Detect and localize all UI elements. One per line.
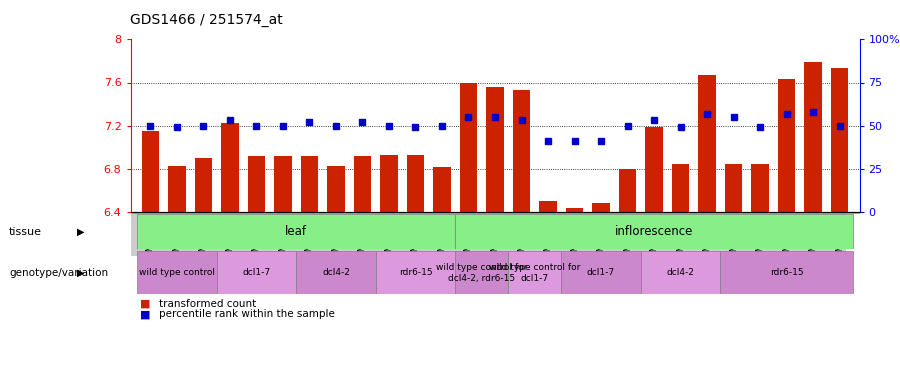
Text: dcl1-7: dcl1-7 [242,268,271,278]
Text: genotype/variation: genotype/variation [9,268,108,278]
Text: GSM65941: GSM65941 [623,214,632,263]
Text: transformed count: transformed count [159,299,256,309]
Text: GSM65932: GSM65932 [703,214,712,263]
Bar [592,203,609,212]
Text: GSM65929: GSM65929 [464,214,473,263]
Bar [752,165,769,212]
Bar [831,69,848,212]
Text: wild type control for
dcl1-7: wild type control for dcl1-7 [489,263,580,282]
Bar [194,158,212,212]
Text: GSM65918: GSM65918 [173,214,182,263]
Text: GSM65919: GSM65919 [199,214,208,263]
Text: ▶: ▶ [76,226,84,237]
Bar [434,166,451,212]
Bar [455,214,853,249]
Bar [137,251,217,294]
Bar [375,251,455,294]
Text: leaf: leaf [285,225,307,238]
Bar [328,165,345,212]
Text: GSM65917: GSM65917 [146,214,155,263]
Text: GSM65925: GSM65925 [437,214,446,263]
Bar [720,251,853,294]
Bar [566,208,583,212]
Bar [725,165,742,212]
Text: GSM65940: GSM65940 [597,214,606,263]
Bar [301,156,318,212]
Text: GSM65936: GSM65936 [808,214,817,263]
Bar [641,251,720,294]
Text: GSM65930: GSM65930 [491,214,500,263]
Text: GSM65923: GSM65923 [384,214,393,263]
Text: wild type control: wild type control [139,268,215,278]
Text: GSM65927: GSM65927 [252,214,261,263]
Bar [698,75,716,212]
Text: dcl4-2: dcl4-2 [667,268,695,278]
Bar [455,251,508,294]
Text: percentile rank within the sample: percentile rank within the sample [159,309,335,319]
Text: dcl1-7: dcl1-7 [587,268,615,278]
Bar [296,251,375,294]
Text: ■: ■ [140,309,150,319]
Bar [562,251,641,294]
Text: ▶: ▶ [76,268,84,278]
Text: GSM65933: GSM65933 [729,214,738,263]
Bar [354,156,371,212]
Bar [508,251,562,294]
Text: GSM65942: GSM65942 [650,214,659,263]
Bar [619,169,636,212]
Text: dcl4-2: dcl4-2 [322,268,350,278]
Bar [645,127,662,212]
Text: GSM65920: GSM65920 [305,214,314,263]
Bar [486,87,504,212]
Text: GDS1466 / 251574_at: GDS1466 / 251574_at [130,13,284,27]
Text: tissue: tissue [9,226,42,237]
Bar [778,79,796,212]
Bar [460,82,477,212]
Bar [137,214,455,249]
Text: rdr6-15: rdr6-15 [399,268,432,278]
Text: GSM65926: GSM65926 [225,214,234,263]
Text: inflorescence: inflorescence [615,225,693,238]
Text: GSM65928: GSM65928 [278,214,287,263]
Text: GSM65931: GSM65931 [517,214,526,263]
Text: GSM65921: GSM65921 [331,214,340,263]
Text: GSM65935: GSM65935 [782,214,791,263]
Text: GSM65938: GSM65938 [544,214,553,263]
Bar [539,201,556,212]
Text: ■: ■ [140,299,150,309]
Bar [513,90,530,212]
Bar [248,156,265,212]
Bar [221,123,239,212]
Bar [381,155,398,212]
Bar [142,131,159,212]
Text: GSM65937: GSM65937 [835,214,844,263]
Bar [217,251,296,294]
Bar [168,165,185,212]
Bar [805,62,822,212]
Text: rdr6-15: rdr6-15 [770,268,804,278]
Text: GSM65939: GSM65939 [570,214,579,263]
Bar [407,155,424,212]
Text: GSM65922: GSM65922 [358,214,367,263]
Text: GSM65943: GSM65943 [676,214,685,263]
Bar [274,156,292,212]
Text: wild type control for
dcl4-2, rdr6-15: wild type control for dcl4-2, rdr6-15 [436,263,527,282]
Bar [672,165,689,212]
Text: GSM65934: GSM65934 [756,214,765,263]
Text: GSM65924: GSM65924 [411,214,420,263]
